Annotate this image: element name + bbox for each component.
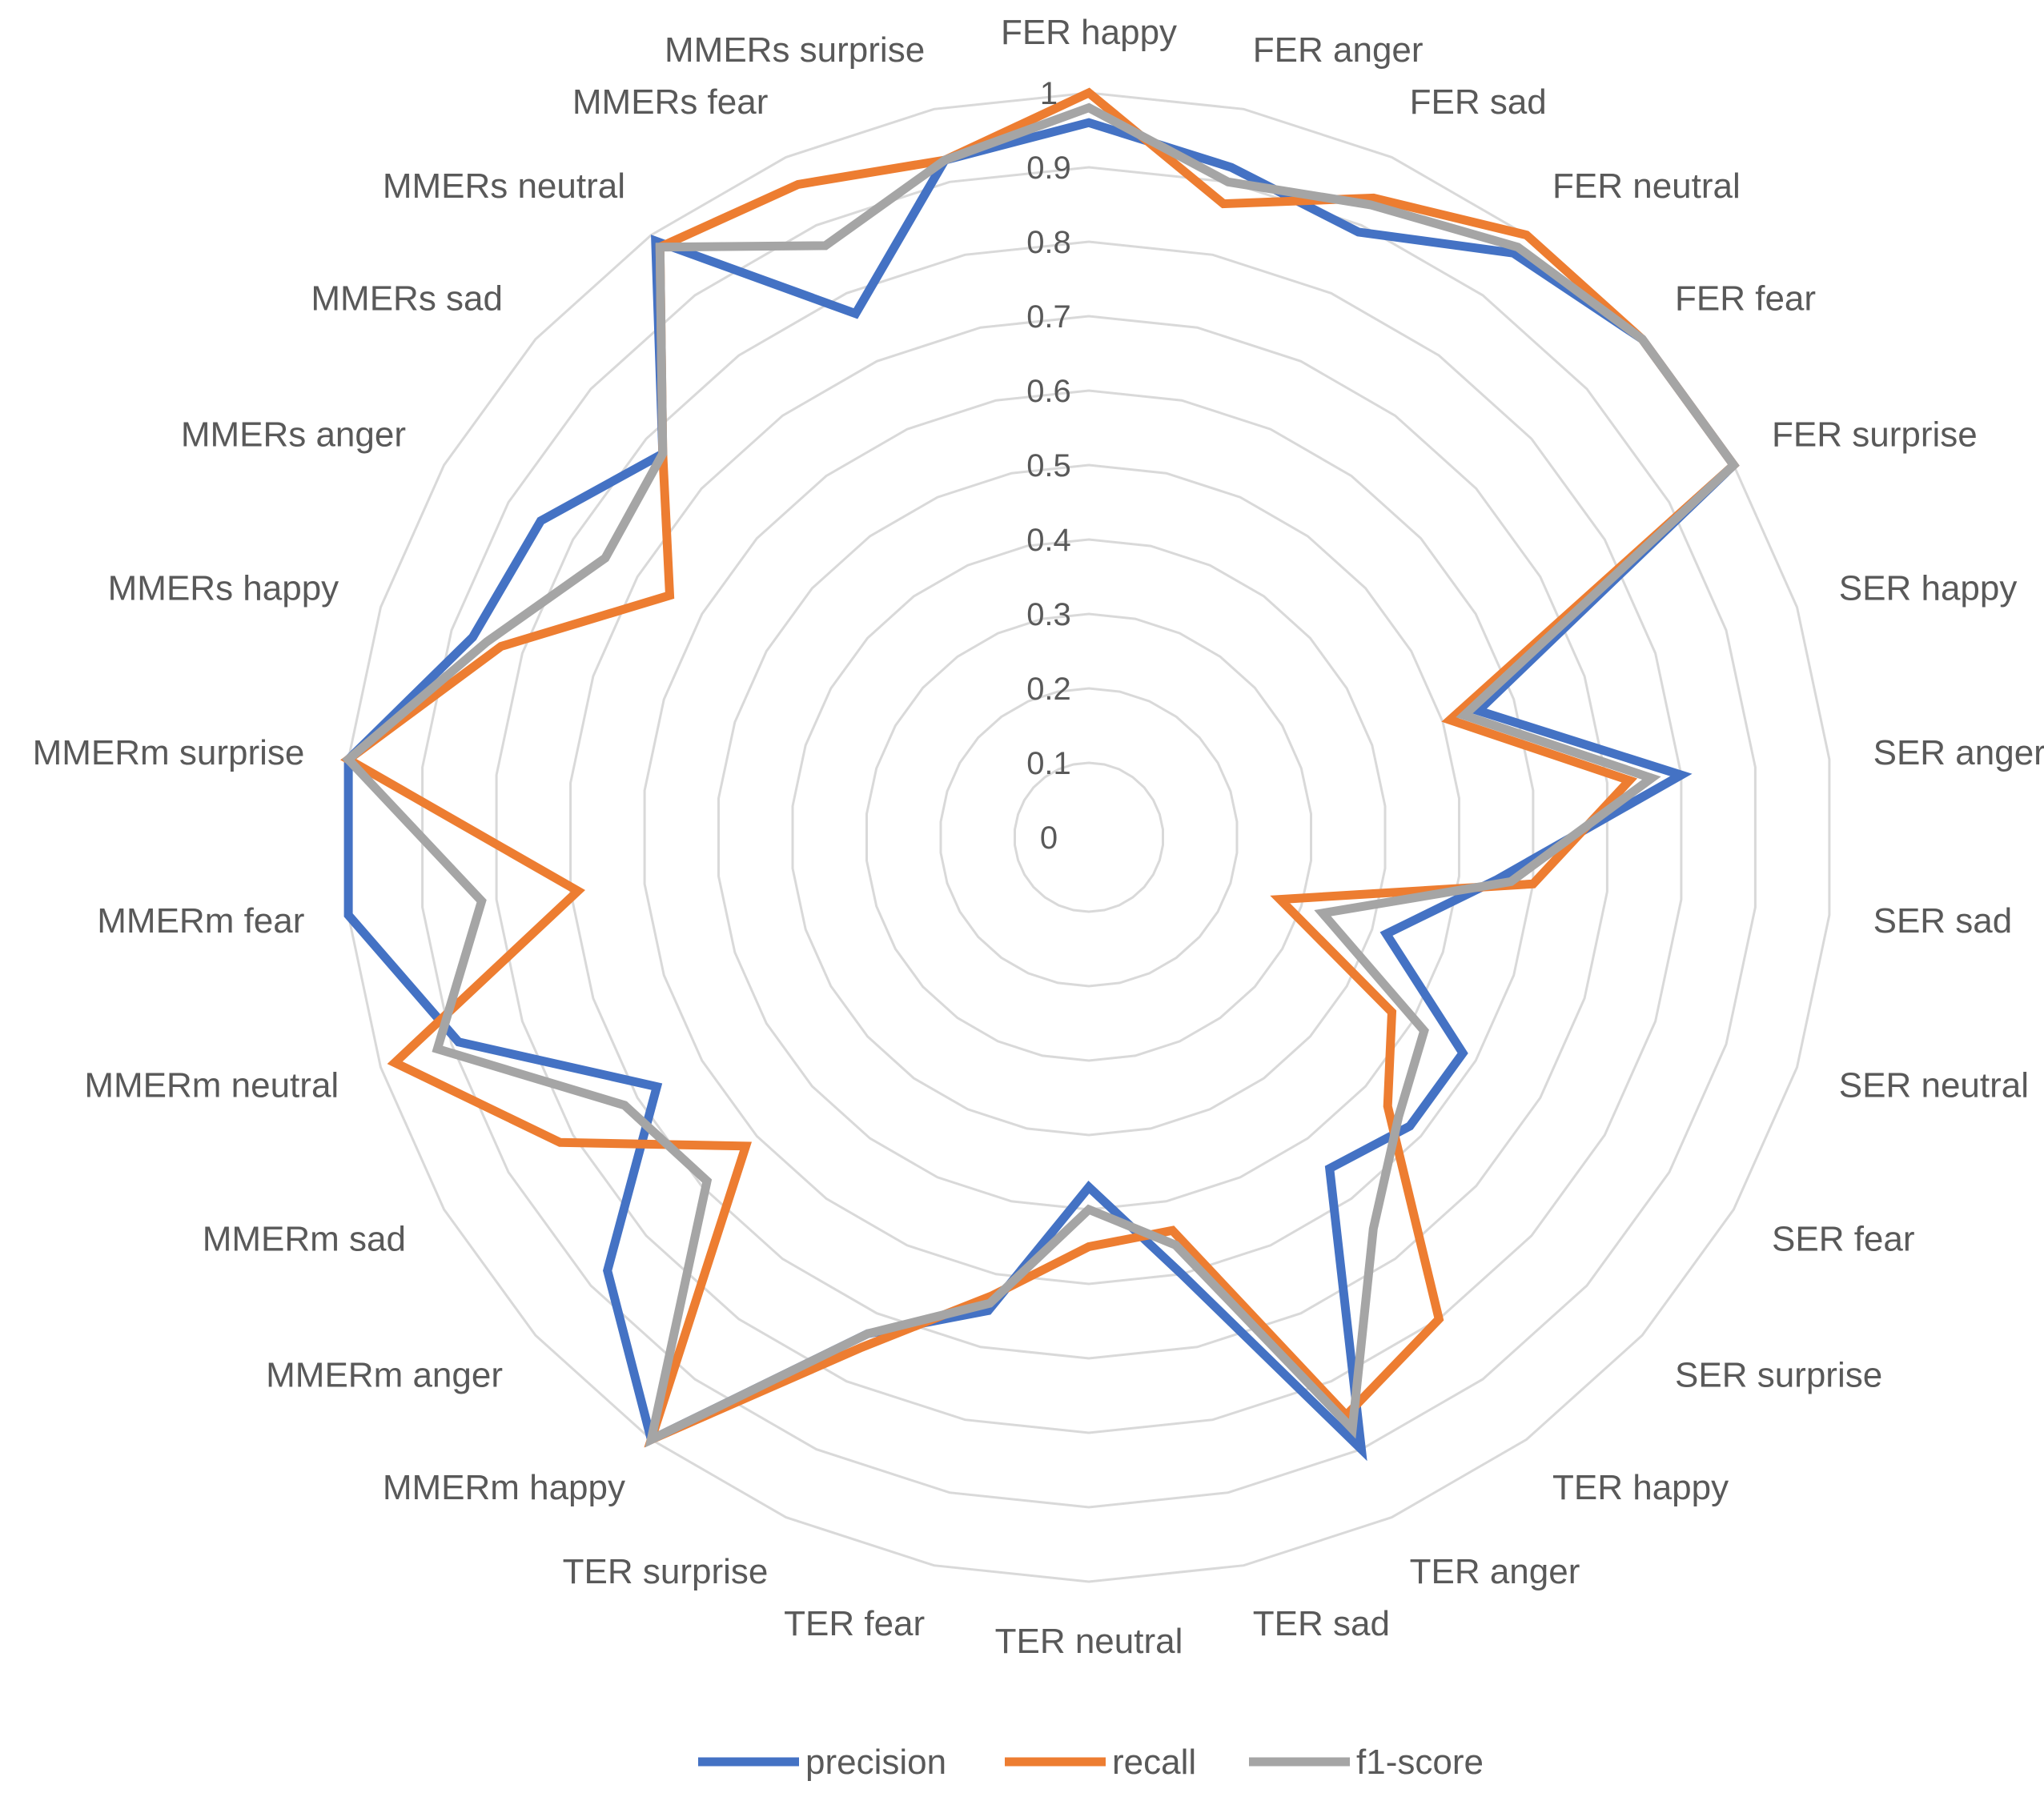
category-label: FER anger xyxy=(1253,30,1424,70)
category-label: SER surprise xyxy=(1675,1356,1882,1395)
grid-ring xyxy=(939,687,1239,988)
tick-label: 0.8 xyxy=(1026,225,1071,260)
grid-ring xyxy=(495,240,1683,1434)
tick-label: 0.3 xyxy=(1026,597,1071,632)
category-label: MMERs anger xyxy=(181,415,406,455)
category-label: SER happy xyxy=(1839,568,2018,608)
tick-label: 0.9 xyxy=(1026,150,1071,186)
category-labels: FER happy FER anger FER sad FER neutral FER … xyxy=(33,13,2044,1661)
category-label: SER neutral xyxy=(1839,1066,2029,1105)
category-label: TER happy xyxy=(1552,1468,1729,1507)
grid-ring xyxy=(569,315,1608,1360)
category-label: MMERm anger xyxy=(266,1356,503,1395)
category-label: SER fear xyxy=(1772,1220,1915,1259)
legend-item-recall: recall xyxy=(1005,1743,1196,1782)
category-label: FER surprise xyxy=(1772,415,1978,455)
category-label: MMERm fear xyxy=(97,901,304,941)
tick-label: 0.1 xyxy=(1026,746,1071,781)
category-label: MMERs sad xyxy=(311,279,503,319)
grid-ring xyxy=(717,463,1460,1211)
tick-label: 0.7 xyxy=(1026,299,1071,335)
category-label: MMERm surprise xyxy=(33,733,305,772)
category-label: TER fear xyxy=(784,1604,925,1643)
grid-ring xyxy=(865,612,1312,1062)
legend-label: recall xyxy=(1112,1743,1196,1782)
category-label: MMERs happy xyxy=(108,568,339,608)
legend-item-precision: precision xyxy=(698,1743,946,1782)
category-label: FER fear xyxy=(1675,279,1816,319)
legend-item-f1-score: f1-score xyxy=(1249,1743,1484,1782)
category-label: TER anger xyxy=(1410,1552,1580,1591)
category-label: TER neutral xyxy=(995,1622,1183,1661)
category-label: MMERs neutral xyxy=(383,166,625,206)
category-label: FER sad xyxy=(1410,82,1547,122)
category-label: MMERm happy xyxy=(383,1468,625,1507)
category-label: TER sad xyxy=(1253,1604,1390,1643)
category-label: SER anger xyxy=(1873,733,2044,772)
category-label: MMERm sad xyxy=(203,1220,406,1259)
category-label: MMERm neutral xyxy=(84,1066,339,1105)
tick-label: 0.5 xyxy=(1026,448,1071,483)
category-label: FER neutral xyxy=(1552,166,1741,206)
radar-series xyxy=(340,87,1740,1462)
legend-label: precision xyxy=(805,1743,946,1782)
tick-label: 0 xyxy=(1040,820,1058,856)
tick-label: 1 xyxy=(1040,76,1058,111)
tick-label: 0.2 xyxy=(1026,672,1071,707)
grid-ring xyxy=(421,166,1757,1509)
tick-label: 0.6 xyxy=(1026,374,1071,409)
category-label: MMERs fear xyxy=(572,82,768,122)
legend: precision recall f1-score xyxy=(698,1743,1484,1782)
category-label: TER surprise xyxy=(563,1552,769,1591)
category-label: MMERs surprise xyxy=(665,30,925,70)
grid-ring xyxy=(1014,761,1164,913)
grid-ring xyxy=(643,389,1535,1286)
category-label: SER sad xyxy=(1873,901,2013,941)
category-label: FER happy xyxy=(1001,13,1177,52)
grid-ring xyxy=(791,538,1387,1137)
legend-label: f1-score xyxy=(1356,1743,1484,1782)
radial-tick-labels: 0 0.1 0.2 0.3 0.4 0.5 0.6 0.7 0.8 0.9 1 xyxy=(1026,76,1071,856)
tick-label: 0.4 xyxy=(1026,523,1071,558)
series-line-f1-score xyxy=(342,102,1740,1448)
